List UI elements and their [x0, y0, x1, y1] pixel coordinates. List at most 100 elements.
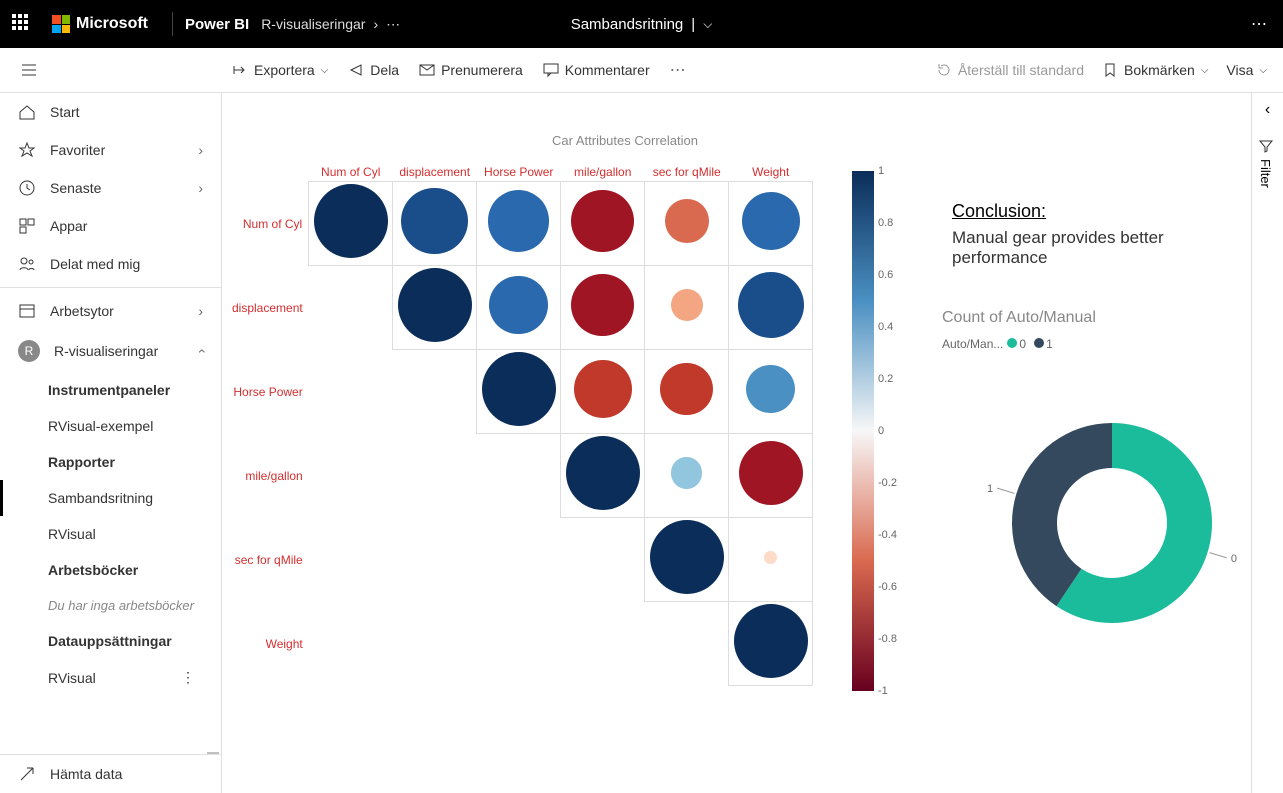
- corr-cell: [729, 602, 813, 686]
- conclusion-heading: Conclusion:: [952, 201, 1232, 222]
- corr-col-header: displacement: [393, 163, 477, 182]
- colorbar-tick: 0.6: [878, 269, 893, 281]
- more-icon[interactable]: ⋯: [386, 16, 400, 33]
- sidebar-no-workbooks: Du har inga arbetsböcker: [0, 588, 221, 623]
- chevron-down-icon: ⌵: [1201, 65, 1209, 76]
- sidebar-item-sambandsritning[interactable]: Sambandsritning: [0, 480, 221, 516]
- corr-cell: [393, 182, 477, 266]
- view-button[interactable]: Visa ⌵: [1226, 62, 1267, 78]
- filter-pane-collapsed[interactable]: ‹ Filter: [1251, 93, 1283, 793]
- bookmarks-label: Bokmärken: [1124, 62, 1195, 78]
- report-title-center[interactable]: Sambandsritning | ⌵: [571, 16, 713, 33]
- colorbar-tick: 1: [878, 165, 884, 177]
- corr-cell: [561, 434, 645, 518]
- corr-circle: [571, 274, 634, 337]
- legend-dot: [1007, 338, 1017, 348]
- reset-label: Återställ till standard: [958, 62, 1084, 78]
- sidebar-apps-label: Appar: [50, 218, 87, 234]
- apps-icon: [18, 217, 36, 235]
- header-more-icon[interactable]: ⋯: [1247, 10, 1271, 38]
- sidebar-section-dashboards[interactable]: Instrumentpaneler: [0, 372, 221, 408]
- sidebar-section-workbooks[interactable]: Arbetsböcker: [0, 552, 221, 588]
- sidebar-item-shared[interactable]: Delat med mig: [0, 245, 221, 283]
- corr-circle: [571, 190, 634, 253]
- corr-cell: [393, 266, 477, 350]
- corr-row-label: Horse Power: [232, 350, 309, 434]
- corr-cell: [729, 350, 813, 434]
- sidebar-item-rvisual2[interactable]: RVisual ⋮: [0, 659, 221, 696]
- sidebar-item-apps[interactable]: Appar: [0, 207, 221, 245]
- donut-chart: 01: [982, 393, 1242, 658]
- star-icon: [18, 141, 36, 159]
- corr-row-label: sec for qMile: [232, 518, 309, 602]
- donut-slice-label: 1: [987, 483, 993, 495]
- sidebar-section-reports[interactable]: Rapporter: [0, 444, 221, 480]
- report-canvas: Car Attributes Correlation Num of Cyldis…: [222, 93, 1283, 793]
- comments-button[interactable]: Kommentarer: [543, 62, 650, 78]
- sidebar-item-favorites[interactable]: Favoriter ›: [0, 131, 221, 169]
- corr-circle: [746, 365, 795, 414]
- product-name[interactable]: Power BI: [185, 16, 249, 33]
- sidebar-get-data[interactable]: Hämta data: [0, 754, 221, 793]
- workspace-icon: [18, 302, 36, 320]
- corr-circle: [671, 457, 702, 488]
- hamburger-icon[interactable]: [0, 48, 58, 93]
- toolbar-more-icon[interactable]: ⋯: [670, 60, 686, 80]
- sidebar-rvisual2-label: RVisual: [48, 670, 96, 686]
- sidebar-item-rvisual[interactable]: RVisual: [0, 516, 221, 552]
- chevron-down-icon: ⌵: [321, 65, 329, 76]
- export-button[interactable]: Exportera ⌵: [232, 62, 328, 78]
- sidebar-current-workspace[interactable]: R R-visualiseringar ›: [0, 330, 221, 372]
- chevron-right-icon: ›: [198, 142, 203, 158]
- corr-circle: [398, 268, 472, 342]
- more-vertical-icon[interactable]: ⋮: [181, 669, 193, 686]
- conclusion-box: Conclusion: Manual gear provides better …: [952, 201, 1232, 268]
- sidebar-favorites-label: Favoriter: [50, 142, 105, 158]
- corr-circle: [742, 192, 800, 250]
- correlation-matrix: Num of CyldisplacementHorse Powermile/ga…: [232, 163, 813, 686]
- sidebar-item-rvisual-example[interactable]: RVisual-exempel: [0, 408, 221, 444]
- filter-tab-label[interactable]: Filter: [1252, 127, 1279, 200]
- subscribe-label: Prenumerera: [441, 62, 523, 78]
- filter-text: Filter: [1258, 159, 1273, 188]
- home-icon: [18, 103, 36, 121]
- corr-circle: [665, 199, 709, 243]
- reset-button[interactable]: Återställ till standard: [936, 62, 1084, 78]
- sidebar-home-label: Start: [50, 104, 80, 120]
- colorbar-tick: -0.2: [878, 477, 897, 489]
- corr-cell: [729, 434, 813, 518]
- collapse-chevron-icon[interactable]: ‹: [1252, 93, 1283, 127]
- subscribe-button[interactable]: Prenumerera: [419, 62, 523, 78]
- app-launcher-icon[interactable]: [12, 14, 32, 34]
- corr-circle: [764, 551, 777, 564]
- corr-circle: [482, 352, 556, 426]
- corr-col-header: mile/gallon: [561, 163, 645, 182]
- scrollbar-thumb[interactable]: [207, 752, 219, 754]
- share-button[interactable]: Dela: [348, 62, 399, 78]
- breadcrumb[interactable]: R-visualiseringar › ⋯: [261, 16, 400, 33]
- microsoft-label: Microsoft: [76, 15, 148, 33]
- bookmarks-button[interactable]: Bokmärken ⌵: [1102, 62, 1208, 78]
- comments-label: Kommentarer: [565, 62, 650, 78]
- sidebar-item-recent[interactable]: Senaste ›: [0, 169, 221, 207]
- sidebar-item-home[interactable]: Start: [0, 93, 221, 131]
- corr-cell: [645, 518, 729, 602]
- donut-legend: Auto/Man... 01: [942, 337, 1061, 351]
- corr-cell: [309, 182, 393, 266]
- chevron-down-icon[interactable]: ⌵: [703, 17, 712, 32]
- chevron-down-icon: ⌵: [1259, 65, 1267, 76]
- corr-cell: [729, 266, 813, 350]
- corr-circle: [489, 276, 547, 334]
- get-data-icon: [18, 765, 36, 783]
- corr-row-label: Weight: [232, 602, 309, 686]
- colorbar-tick: 0.2: [878, 373, 893, 385]
- sidebar-section-datasets[interactable]: Datauppsättningar: [0, 623, 221, 659]
- sidebar-item-workspaces[interactable]: Arbetsytor ›: [0, 292, 221, 330]
- report-title: Sambandsritning: [571, 16, 684, 33]
- donut-title: Count of Auto/Manual: [942, 309, 1096, 327]
- sidebar-ws-label: R-visualiseringar: [54, 343, 158, 359]
- legend-dot: [1034, 338, 1044, 348]
- donut-slice-label: 0: [1231, 553, 1237, 565]
- breadcrumb-workspace[interactable]: R-visualiseringar: [261, 16, 365, 32]
- colorbar-gradient: [852, 171, 874, 691]
